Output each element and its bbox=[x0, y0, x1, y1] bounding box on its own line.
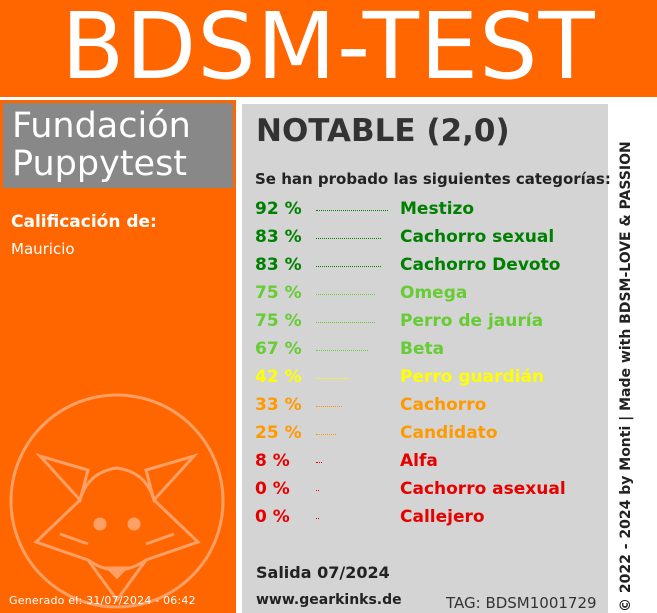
category-name: Alfa bbox=[400, 451, 438, 471]
category-name: Omega bbox=[400, 283, 468, 303]
category-name: Cachorro sexual bbox=[400, 227, 555, 247]
organization-name-line2: Puppytest bbox=[12, 144, 188, 184]
category-name: Beta bbox=[400, 339, 445, 359]
copyright-vertical: © 2022 - 2024 by Monti | Made with BDSM-… bbox=[618, 141, 634, 612]
category-percent: 67 % bbox=[255, 339, 302, 359]
category-dotted-line bbox=[316, 294, 375, 295]
category-name: Perro de jauría bbox=[400, 311, 544, 331]
fox-icon bbox=[9, 393, 225, 609]
category-percent: 83 % bbox=[255, 227, 302, 247]
grade-title: NOTABLE (2,0) bbox=[256, 113, 510, 149]
website-link[interactable]: www.gearkinks.de bbox=[256, 592, 402, 608]
generated-timestamp: Generado el: 31/07/2024 - 06:42 bbox=[9, 594, 196, 607]
results-panel bbox=[242, 104, 608, 613]
categories-intro: Se han probado las siguientes categorías… bbox=[255, 170, 611, 188]
category-percent: 25 % bbox=[255, 423, 302, 443]
category-name: Perro guardián bbox=[400, 367, 545, 387]
category-percent: 75 % bbox=[255, 311, 302, 331]
category-dotted-line bbox=[316, 462, 322, 463]
category-dotted-line bbox=[316, 350, 368, 351]
organization-name-line1: Fundación bbox=[12, 106, 191, 146]
category-percent: 0 % bbox=[255, 479, 290, 499]
user-name: Mauricio bbox=[11, 240, 75, 258]
release-label: Salida 07/2024 bbox=[256, 563, 390, 582]
header-bar: BDSM-TEST bbox=[0, 0, 657, 100]
category-name: Cachorro bbox=[400, 395, 487, 415]
category-name: Mestizo bbox=[400, 199, 475, 219]
category-dotted-line bbox=[316, 490, 319, 491]
category-dotted-line bbox=[316, 266, 381, 267]
organization-box: Fundación Puppytest bbox=[3, 103, 233, 188]
category-dotted-line bbox=[316, 210, 388, 211]
category-name: Candidato bbox=[400, 423, 498, 443]
category-name: Cachorro Devoto bbox=[400, 255, 561, 275]
category-dotted-line bbox=[316, 378, 349, 379]
category-dotted-line bbox=[316, 434, 336, 435]
category-dotted-line bbox=[316, 406, 342, 407]
category-percent: 92 % bbox=[255, 199, 302, 219]
category-percent: 75 % bbox=[255, 283, 302, 303]
category-dotted-line bbox=[316, 518, 319, 519]
category-percent: 42 % bbox=[255, 367, 302, 387]
category-dotted-line bbox=[316, 238, 381, 239]
tag-id: TAG: BDSM1001729 bbox=[446, 594, 597, 612]
category-name: Cachorro asexual bbox=[400, 479, 566, 499]
category-dotted-line bbox=[316, 322, 375, 323]
calificacion-label: Calificación de: bbox=[11, 212, 157, 232]
category-percent: 8 % bbox=[255, 451, 290, 471]
category-percent: 0 % bbox=[255, 507, 290, 527]
app-title: BDSM-TEST bbox=[61, 0, 596, 100]
category-percent: 83 % bbox=[255, 255, 302, 275]
category-percent: 33 % bbox=[255, 395, 302, 415]
category-name: Callejero bbox=[400, 507, 485, 527]
